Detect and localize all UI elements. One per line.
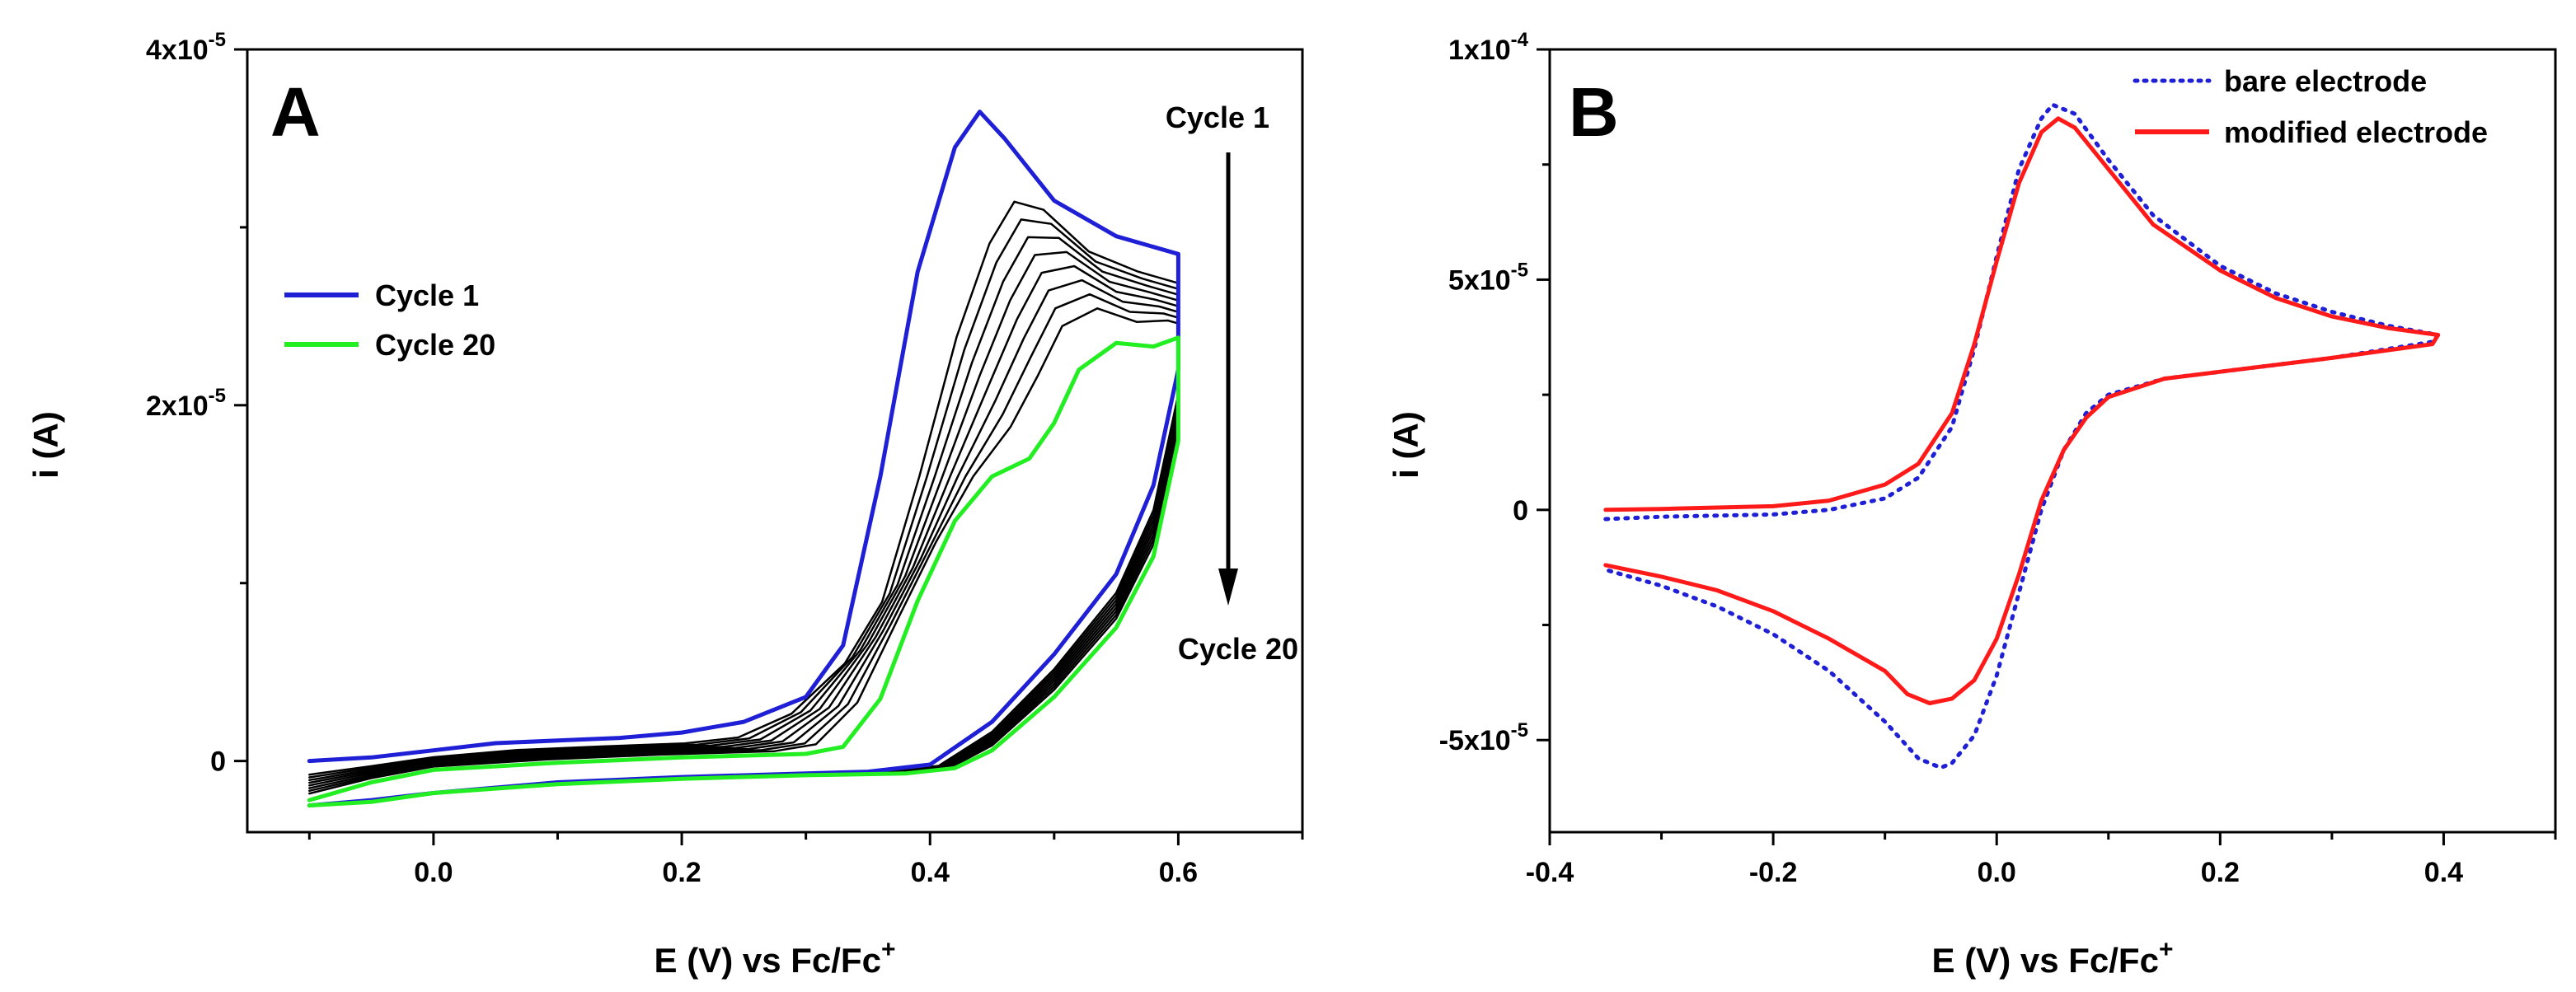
panel-b-xlabel-text: E (V) vs Fc/Fc [1932,941,2159,980]
x-tick-label-a: 0.6 [1159,857,1198,888]
y-tick-label-a: 2x10-5 [146,385,226,422]
x-tick-label-a: 0.2 [662,857,701,888]
bare-electrode-line [1603,102,2441,770]
panel-b-xlabel: E (V) vs Fc/Fc+ [1932,936,2174,980]
panel-a-ticks: 0.0 0.2 0.4 0.6 0 2x10-5 4x10-5 [146,29,1304,888]
panel-a-xlabel-text: E (V) vs Fc/Fc [655,941,881,980]
x-tick-label-b: 0.2 [2201,857,2240,888]
legend-a-text-cycle1: Cycle 1 [375,278,479,312]
panel-b-curves [1603,102,2441,770]
panel-b-ticks: -0.4 -0.2 0.0 0.2 0.4 -5x10-5 0 5x10-5 1x10-4 [1439,29,2557,888]
legend-b-text-bare: bare electrode [2224,64,2427,98]
panel-b-plot-frame [1548,48,2557,834]
y-tick-label-b: 0 [1513,495,1528,526]
panel-a-curves [307,110,1180,808]
annot-cycle20-label: Cycle 20 [1178,632,1298,666]
y-tick-label-a: 4x10-5 [146,29,226,66]
annot-arrow-head [1218,569,1238,606]
panel-a-xlabel: E (V) vs Fc/Fc+ [655,936,896,980]
modified-electrode-line [1603,116,2441,705]
y-tick-label-b: -5x10-5 [1439,719,1528,756]
annot-cycle1-label: Cycle 1 [1166,101,1269,134]
y-tick-label-b: 5x10-5 [1448,259,1528,296]
y-tick-label-b: 1x10-4 [1448,29,1529,66]
x-tick-label-b: -0.2 [1749,857,1798,888]
panel-a-plot-frame [246,48,1304,834]
x-tick-label-b: 0.4 [2424,857,2463,888]
panel-b-xlabel-sup: + [2159,936,2174,963]
panel-a-legend: Cycle 1 Cycle 20 [284,278,495,362]
panel-a-ylabel: i (A) [26,411,65,479]
panel-a-xlabel-sup: + [881,936,896,963]
panel-b-letter: B [1569,73,1619,151]
panel-b-legend: bare electrode modified electrode [2133,64,2488,149]
x-tick-label-a: 0.4 [911,857,950,888]
intermediate-cycle-line [308,307,1180,807]
panel-b-ylabel: i (A) [1387,411,1425,479]
cycle-20-line [307,335,1180,808]
panel-a-chart: A i (A) E (V) vs Fc/Fc+ 0.0 0.2 0.4 0.6 0 2x1… [26,29,1304,980]
x-tick-label-b: 0.0 [1978,857,2016,888]
x-tick-label-a: 0.0 [414,857,453,888]
panel-a-letter: A [270,73,321,151]
intermediate-cycle-line [308,292,1180,807]
legend-b-text-modified: modified electrode [2224,115,2488,149]
panel-a-annotation: Cycle 1 Cycle 20 [1166,101,1298,666]
x-tick-label-b: -0.4 [1526,857,1574,888]
panel-b-chart: B i (A) E (V) vs Fc/Fc+ -0.4 -0.2 0.0 0.2 0.… [1387,29,2557,980]
legend-a-text-cycle20: Cycle 20 [375,328,495,362]
y-tick-label-a: 0 [210,746,226,778]
